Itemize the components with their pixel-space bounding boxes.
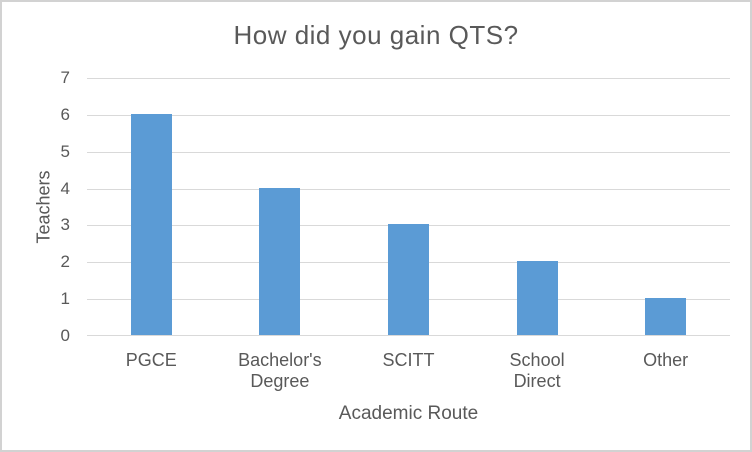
gridline-y6 (87, 115, 730, 116)
y-tick-label-3: 3 (60, 215, 70, 234)
y-tick-label-0: 0 (60, 326, 70, 345)
y-axis-tick-labels: 0 1 2 3 4 5 6 7 (2, 68, 70, 345)
chart-title: How did you gain QTS? (233, 20, 519, 50)
y-tick-label-7: 7 (60, 68, 70, 87)
bar-school-direct (517, 261, 558, 335)
gridline-y5 (87, 152, 730, 153)
y-tick-label-1: 1 (60, 289, 70, 308)
x-category-label-pgce: PGCE (125, 350, 177, 370)
bar-pgce (131, 114, 172, 335)
y-tick-label-4: 4 (60, 179, 70, 198)
x-axis-title: Academic Route (338, 403, 479, 424)
x-axis-category-labels: PGCE Bachelor's Degree SCITT School Direct O… (87, 350, 730, 392)
gridline-y7 (87, 78, 730, 79)
bar-other (645, 298, 686, 335)
bar-scitt (388, 224, 429, 335)
y-tick-label-2: 2 (60, 252, 70, 271)
y-tick-label-5: 5 (60, 142, 70, 161)
y-tick-label-6: 6 (60, 105, 70, 124)
plot-area (87, 78, 730, 336)
gridline-y4 (87, 189, 730, 190)
x-category-label-school-direct: School Direct (509, 350, 565, 391)
x-category-label-other: Other (643, 350, 689, 370)
x-category-label-bachelor-s-degree: Bachelor's Degree (238, 350, 322, 391)
bar-bachelor-s-degree (259, 188, 300, 335)
x-category-label-scitt: SCITT (382, 350, 435, 370)
